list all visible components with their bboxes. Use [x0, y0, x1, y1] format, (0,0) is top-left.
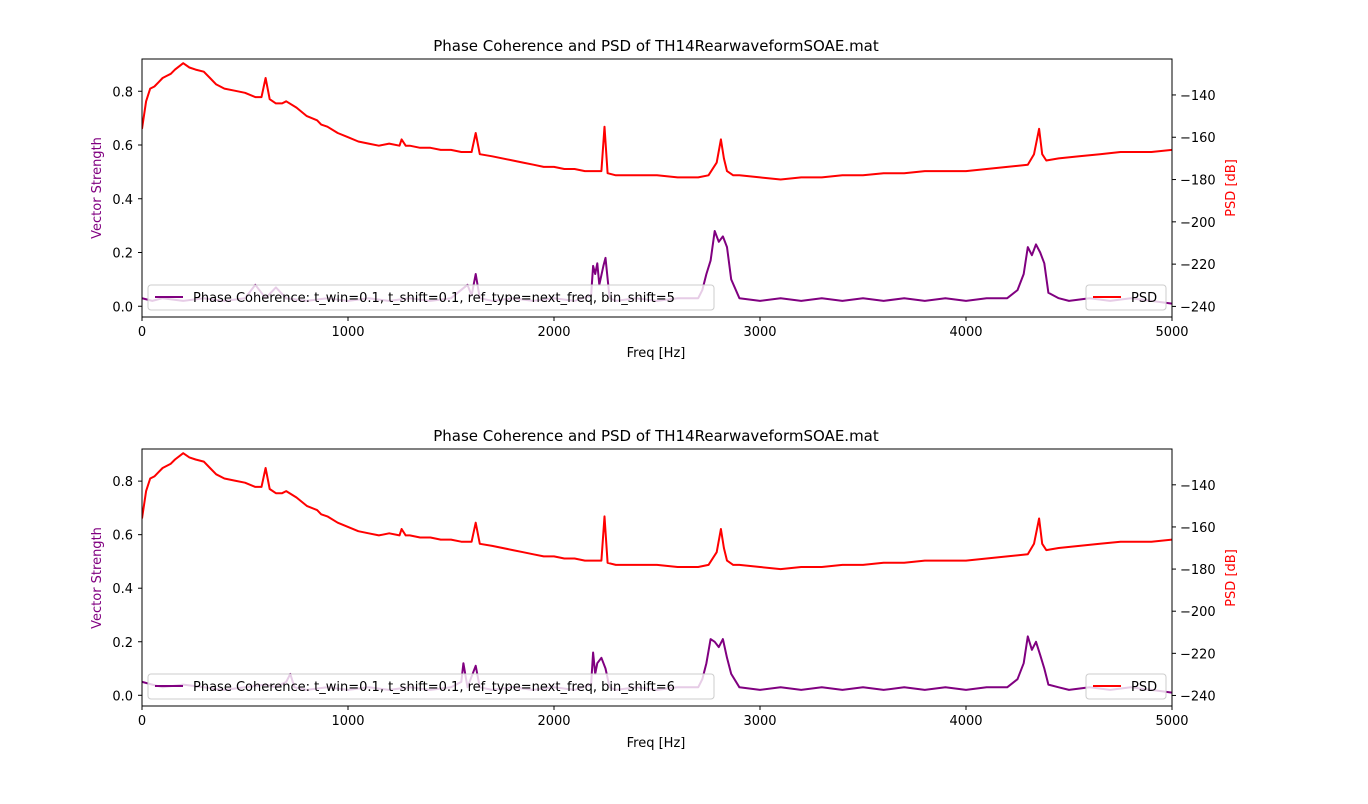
axes-frame-1: [141, 58, 1173, 318]
y-tick-label-left: 0.4: [112, 582, 133, 597]
x-tick-label: 1000: [331, 325, 364, 340]
x-tick-label: 5000: [1155, 325, 1188, 340]
y-axis-label-left-1: Vector Strength: [90, 137, 105, 239]
y-tick-label-right: −240: [1180, 689, 1216, 704]
y-tick-label-left: 0.4: [112, 193, 133, 208]
y-tick-label-right: −220: [1180, 647, 1216, 662]
x-tick-label: 1000: [331, 714, 364, 729]
legend-right-1: PSD: [1085, 284, 1167, 311]
y-tick-label-right: −180: [1180, 174, 1216, 189]
psd-series-line-2: [142, 452, 1172, 571]
y-tick-label-right: −220: [1180, 258, 1216, 273]
y-tick-label-right: −140: [1180, 89, 1216, 104]
y-tick-label-left: 0.0: [112, 300, 133, 315]
y-tick-label-right: −200: [1180, 605, 1216, 620]
y-axis-label-left-2: Vector Strength: [90, 527, 105, 629]
x-tick-label: 3000: [743, 714, 776, 729]
y-tick-label-left: 0.8: [112, 475, 133, 490]
y-axis-label-right-2: PSD [dB]: [1224, 549, 1239, 607]
legend-right-2: PSD: [1085, 673, 1167, 700]
x-axis-label-2: Freq [Hz]: [627, 736, 686, 751]
y-tick-label-right: −140: [1180, 479, 1216, 494]
y-tick-label-left: 0.2: [112, 636, 133, 651]
legend-label-psd-1: PSD: [1131, 291, 1157, 306]
legend-label-psd-2: PSD: [1131, 680, 1157, 695]
subplot-2: Phase Coherence and PSD of TH14Rearwavef…: [90, 427, 1239, 751]
x-tick-label: 4000: [949, 714, 982, 729]
x-tick-label: 2000: [537, 714, 570, 729]
x-tick-label: 0: [138, 325, 146, 340]
psd-series-line-1: [142, 62, 1172, 181]
subplot-1: Phase Coherence and PSD of TH14Rearwavef…: [90, 37, 1239, 361]
y-tick-label-right: −160: [1180, 521, 1216, 536]
y-tick-label-left: 0.6: [112, 529, 133, 544]
y-tick-label-right: −200: [1180, 216, 1216, 231]
y-tick-label-right: −180: [1180, 563, 1216, 578]
y-tick-label-left: 0.8: [112, 85, 133, 100]
x-axis-label-1: Freq [Hz]: [627, 346, 686, 361]
y-tick-label-right: −240: [1180, 300, 1216, 315]
y-tick-label-right: −160: [1180, 131, 1216, 146]
legend-label-coherence-2: Phase Coherence: t_win=0.1, t_shift=0.1,…: [193, 680, 675, 695]
x-tick-label: 0: [138, 714, 146, 729]
chart-title-2: Phase Coherence and PSD of TH14Rearwavef…: [433, 427, 879, 445]
x-tick-label: 5000: [1155, 714, 1188, 729]
legend-left-2: Phase Coherence: t_win=0.1, t_shift=0.1,…: [147, 673, 715, 700]
legend-label-coherence-1: Phase Coherence: t_win=0.1, t_shift=0.1,…: [193, 291, 675, 306]
x-tick-label: 2000: [537, 325, 570, 340]
x-tick-label: 3000: [743, 325, 776, 340]
y-axis-label-right-1: PSD [dB]: [1224, 159, 1239, 217]
legend-left-1: Phase Coherence: t_win=0.1, t_shift=0.1,…: [147, 284, 715, 311]
axes-frame-2: [141, 448, 1173, 707]
x-tick-label: 4000: [949, 325, 982, 340]
y-tick-label-left: 0.6: [112, 139, 133, 154]
chart-title-1: Phase Coherence and PSD of TH14Rearwavef…: [433, 37, 879, 55]
y-tick-label-left: 0.2: [112, 247, 133, 262]
y-tick-label-left: 0.0: [112, 689, 133, 704]
